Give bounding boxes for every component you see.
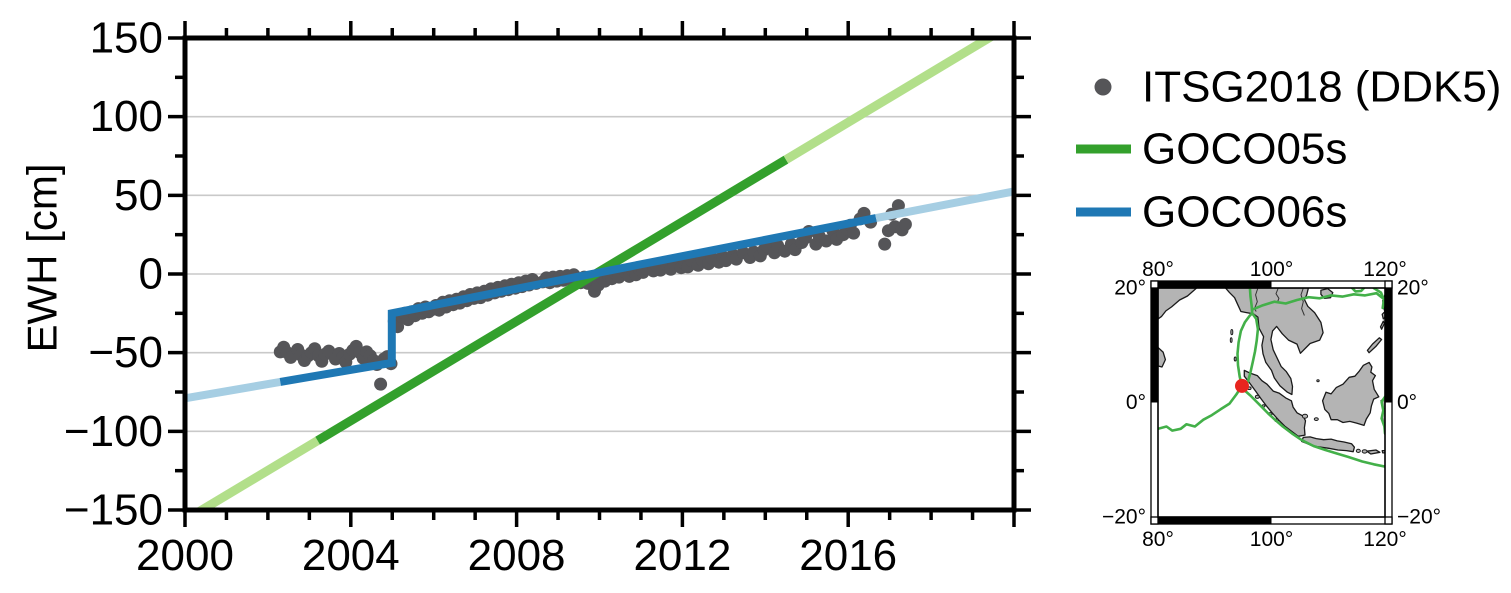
scatter-point bbox=[898, 217, 912, 231]
map-frame-band-left bbox=[1151, 288, 1158, 403]
scatter-point bbox=[819, 234, 833, 248]
axis-ticks bbox=[168, 21, 1031, 527]
x-tick-label: 2008 bbox=[468, 531, 566, 580]
y-tick-label: −150 bbox=[64, 486, 163, 535]
map-lat-label-right: 20° bbox=[1397, 277, 1429, 300]
epicenter-marker bbox=[1234, 378, 1249, 393]
map-lon-label-top: 120° bbox=[1363, 258, 1406, 281]
map-lat-label-right: 0° bbox=[1397, 391, 1417, 414]
island-nias bbox=[1254, 394, 1260, 399]
y-tick-label: −100 bbox=[64, 407, 163, 456]
map-lon-label-top: 80° bbox=[1142, 258, 1174, 281]
map-lon-label-top: 100° bbox=[1250, 258, 1293, 281]
y-tick-label: 150 bbox=[90, 14, 163, 63]
map-lat-label-right: −20° bbox=[1397, 506, 1441, 529]
map-frame-corner bbox=[1150, 516, 1159, 525]
legend: ITSG2018 (DDK5) GOCO05s GOCO06s bbox=[1076, 63, 1501, 237]
plate-boundary-indo-australian bbox=[1158, 384, 1244, 432]
map-lat-label-left: 20° bbox=[1114, 277, 1146, 300]
goco05s-light-segment bbox=[783, 38, 998, 164]
goco05s-trend-line bbox=[193, 38, 998, 510]
plot-data-area bbox=[185, 38, 1014, 510]
y-tick-labels: 150 100 50 0 −50 −100 −150 bbox=[64, 14, 163, 535]
map-frame-band-right bbox=[1385, 288, 1392, 403]
map-lon-label-bottom: 80° bbox=[1142, 528, 1174, 551]
map-frame-band-top bbox=[1158, 281, 1272, 288]
land-india bbox=[1158, 288, 1198, 320]
map-frame-corner bbox=[1384, 516, 1393, 525]
map-frame-band-bottom bbox=[1158, 517, 1272, 524]
land-palawan bbox=[1366, 337, 1383, 354]
plate-boundary-manila-trench bbox=[1372, 288, 1385, 310]
island-natuna bbox=[1316, 379, 1320, 383]
y-tick-label: 0 bbox=[139, 250, 163, 299]
map-frame-corner bbox=[1150, 280, 1159, 289]
inset-map: 80°80°100°100°120°120°20° 20°0° 0°−20° −20° bbox=[1102, 258, 1441, 551]
x-tick-label: 2012 bbox=[633, 531, 731, 580]
legend-label: GOCO06s bbox=[1142, 188, 1347, 237]
island-bangka bbox=[1301, 413, 1309, 419]
island-andaman-2 bbox=[1229, 337, 1233, 343]
plate-boundary-sunda-trench bbox=[1240, 384, 1385, 468]
land-indochina-malay bbox=[1224, 288, 1324, 396]
island-lombok bbox=[1361, 449, 1368, 454]
island-nicobar bbox=[1233, 356, 1237, 362]
island-andaman-1 bbox=[1230, 329, 1234, 336]
legend-label: GOCO05s bbox=[1142, 125, 1347, 174]
map-lat-label-left: −20° bbox=[1102, 506, 1146, 529]
legend-item: GOCO05s bbox=[1076, 125, 1347, 174]
map-canvas bbox=[1158, 288, 1385, 517]
goco06s-light-segment bbox=[185, 377, 281, 403]
map-lon-label-bottom: 120° bbox=[1363, 528, 1406, 551]
plate-boundary-sagaing bbox=[1248, 288, 1254, 315]
legend-item: ITSG2018 (DDK5) bbox=[1094, 63, 1501, 112]
goco05s-dark-segment bbox=[315, 155, 789, 445]
plate-boundary-north-boundary bbox=[1252, 291, 1384, 311]
y-tick-label: 100 bbox=[90, 92, 163, 141]
land-sumatra bbox=[1243, 369, 1307, 437]
island-belitung bbox=[1313, 417, 1319, 422]
goco06s-light-segment bbox=[875, 187, 1014, 223]
land-sri-lanka bbox=[1158, 346, 1167, 368]
y-axis-title: EWH [cm] bbox=[19, 164, 66, 353]
y-tick-label: 50 bbox=[114, 171, 163, 220]
y-tick-label: −50 bbox=[88, 328, 163, 377]
river-2 bbox=[1275, 288, 1280, 304]
map-lat-label-left: 0° bbox=[1126, 391, 1146, 414]
scatter-point bbox=[847, 226, 861, 240]
x-tick-label: 2004 bbox=[302, 531, 400, 580]
map-inner-frame bbox=[1157, 287, 1386, 518]
goco05s-light-segment bbox=[193, 436, 320, 510]
land-borneo bbox=[1321, 361, 1380, 427]
goco06s-trend-line bbox=[185, 187, 1014, 403]
x-tick-label: 2000 bbox=[136, 531, 234, 580]
goco06s-dark-segment bbox=[279, 214, 877, 386]
legend-dot-marker bbox=[1094, 78, 1112, 96]
map-lon-label-bottom: 100° bbox=[1250, 528, 1293, 551]
legend-item: GOCO06s bbox=[1076, 188, 1347, 237]
x-tick-label: 2016 bbox=[799, 531, 897, 580]
island-bali bbox=[1355, 448, 1361, 453]
plate-boundary-andaman-loop-west bbox=[1236, 311, 1254, 388]
river-3 bbox=[1300, 288, 1305, 316]
scatter-point bbox=[374, 377, 388, 391]
land-sumbawa bbox=[1366, 449, 1381, 455]
plate-boundary-top-arc bbox=[1350, 288, 1366, 293]
legend-label: ITSG2018 (DDK5) bbox=[1142, 63, 1501, 112]
map-frame-corner bbox=[1384, 280, 1393, 289]
x-tick-labels: 2000 2004 2008 2012 2016 bbox=[136, 531, 897, 580]
scatter-point bbox=[891, 199, 905, 213]
scatter-point bbox=[878, 237, 892, 251]
